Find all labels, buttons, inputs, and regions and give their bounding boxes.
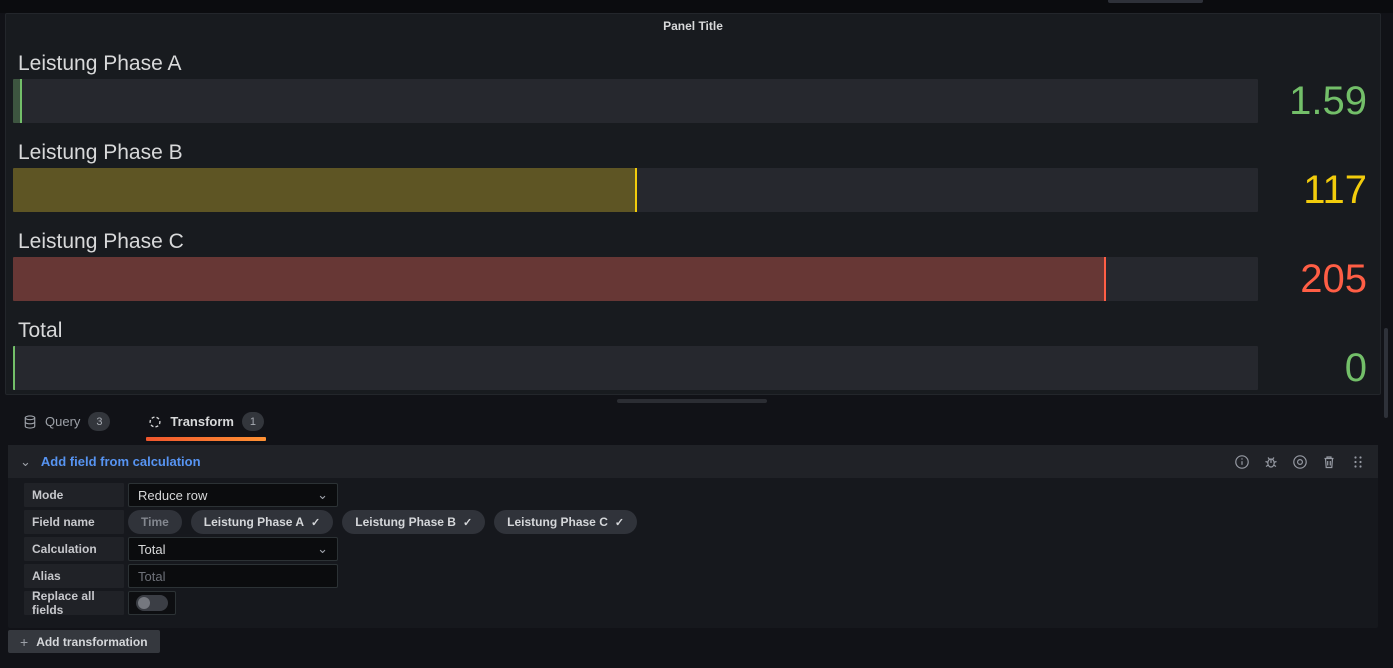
add-transformation-label: Add transformation bbox=[36, 634, 148, 649]
tab-label: Transform bbox=[170, 414, 234, 429]
gauge-value: 0 bbox=[1344, 346, 1367, 390]
gauge-row: Leistung Phase B 117 bbox=[13, 139, 1373, 212]
bar-track bbox=[13, 168, 1258, 212]
chevron-down-icon: ⌄ bbox=[317, 487, 328, 502]
chip-label: Time bbox=[141, 515, 169, 529]
info-icon[interactable] bbox=[1234, 454, 1250, 470]
chip-label: Leistung Phase B bbox=[355, 515, 456, 529]
gauge-value: 205 bbox=[1300, 257, 1367, 301]
bar-track bbox=[13, 79, 1258, 123]
alias-row: Alias bbox=[24, 564, 1370, 588]
bar-track bbox=[13, 257, 1258, 301]
transformation-editor: ⌄ Add field from calculation bbox=[8, 445, 1378, 628]
transformation-title[interactable]: Add field from calculation bbox=[40, 454, 201, 469]
toggle-track bbox=[136, 595, 168, 611]
plus-icon: + bbox=[20, 633, 29, 650]
field-chip-phase-c[interactable]: Leistung Phase C ✓ bbox=[494, 510, 638, 534]
transformation-body: Mode Reduce row ⌄ Field name Time Leistu… bbox=[8, 478, 1378, 628]
gauge-title: Leistung Phase A bbox=[18, 52, 182, 75]
mode-select-value: Reduce row bbox=[138, 487, 208, 503]
add-transformation-button[interactable]: + Add transformation bbox=[8, 630, 160, 653]
top-strip bbox=[0, 0, 1393, 13]
calculation-row: Calculation Total ⌄ bbox=[24, 537, 1370, 561]
editor-tabbar: Query 3 Transform 1 bbox=[0, 404, 1393, 441]
tab-count-badge: 3 bbox=[88, 412, 111, 431]
mode-label: Mode bbox=[24, 483, 124, 507]
chip-label: Leistung Phase A bbox=[203, 515, 305, 529]
field-chip-time[interactable]: Time bbox=[128, 510, 182, 534]
field-chip-phase-a[interactable]: Leistung Phase A ✓ bbox=[190, 510, 334, 534]
gauge-row: Total 0 bbox=[13, 317, 1373, 390]
transformation-header: ⌄ Add field from calculation bbox=[8, 445, 1378, 478]
bar-fill bbox=[13, 257, 1107, 301]
field-name-row: Field name Time Leistung Phase A ✓ Leist… bbox=[24, 510, 1370, 534]
alias-input[interactable] bbox=[128, 564, 338, 588]
tab-transform[interactable]: Transform 1 bbox=[146, 404, 266, 441]
gauge-row: Leistung Phase C 205 bbox=[13, 228, 1373, 301]
calculation-label: Calculation bbox=[24, 537, 124, 561]
active-tab-indicator bbox=[146, 437, 266, 441]
vertical-scrollbar-thumb[interactable] bbox=[1384, 328, 1388, 418]
gauge-title: Total bbox=[18, 319, 63, 342]
tab-count-badge: 1 bbox=[241, 412, 264, 431]
collapse-chevron-icon[interactable]: ⌄ bbox=[20, 454, 31, 469]
trash-icon[interactable] bbox=[1321, 454, 1337, 470]
top-scroll-handle[interactable] bbox=[1108, 0, 1203, 3]
tab-label: Query bbox=[45, 414, 81, 429]
field-chip-list: Time Leistung Phase A ✓ Leistung Phase B… bbox=[128, 510, 638, 534]
bar-fill bbox=[13, 79, 22, 123]
check-icon: ✓ bbox=[311, 516, 321, 529]
bar-gauge-list: Leistung Phase A 1.59 Leistung Phase B 1… bbox=[6, 38, 1380, 390]
gauge-row: Leistung Phase A 1.59 bbox=[13, 50, 1373, 123]
gauge-title: Leistung Phase B bbox=[18, 141, 183, 164]
eye-icon[interactable] bbox=[1292, 454, 1308, 470]
chevron-down-icon: ⌄ bbox=[317, 541, 328, 556]
process-icon bbox=[148, 415, 162, 429]
bar-track bbox=[13, 346, 1258, 390]
chip-label: Leistung Phase C bbox=[507, 515, 608, 529]
replace-all-fields-toggle[interactable] bbox=[128, 591, 176, 615]
bar-fill bbox=[13, 168, 637, 212]
calculation-select[interactable]: Total ⌄ bbox=[128, 537, 338, 561]
database-icon bbox=[23, 414, 37, 429]
gauge-title: Leistung Phase C bbox=[18, 230, 184, 253]
alias-label: Alias bbox=[24, 564, 124, 588]
drag-handle-icon[interactable] bbox=[1350, 454, 1366, 470]
field-chip-phase-b[interactable]: Leistung Phase B ✓ bbox=[342, 510, 486, 534]
gauge-value: 117 bbox=[1303, 168, 1367, 212]
field-name-label: Field name bbox=[24, 510, 124, 534]
toggle-knob bbox=[138, 597, 150, 609]
calculation-select-value: Total bbox=[138, 541, 166, 557]
debug-icon[interactable] bbox=[1263, 454, 1279, 470]
panel-title: Panel Title bbox=[663, 19, 723, 33]
tab-query[interactable]: Query 3 bbox=[21, 404, 112, 441]
mode-select[interactable]: Reduce row ⌄ bbox=[128, 483, 338, 507]
pane-resize-handle[interactable] bbox=[617, 399, 767, 403]
bar-fill bbox=[13, 346, 15, 390]
transformation-actions bbox=[1234, 454, 1366, 470]
check-icon: ✓ bbox=[462, 516, 473, 529]
check-icon: ✓ bbox=[614, 516, 625, 529]
replace-all-fields-row: Replace all fields bbox=[24, 589, 1370, 617]
gauge-value: 1.59 bbox=[1289, 79, 1367, 123]
viz-panel: Panel Title Leistung Phase A 1.59 Leistu… bbox=[5, 13, 1381, 395]
mode-row: Mode Reduce row ⌄ bbox=[24, 483, 1370, 507]
replace-all-fields-label: Replace all fields bbox=[24, 589, 124, 617]
